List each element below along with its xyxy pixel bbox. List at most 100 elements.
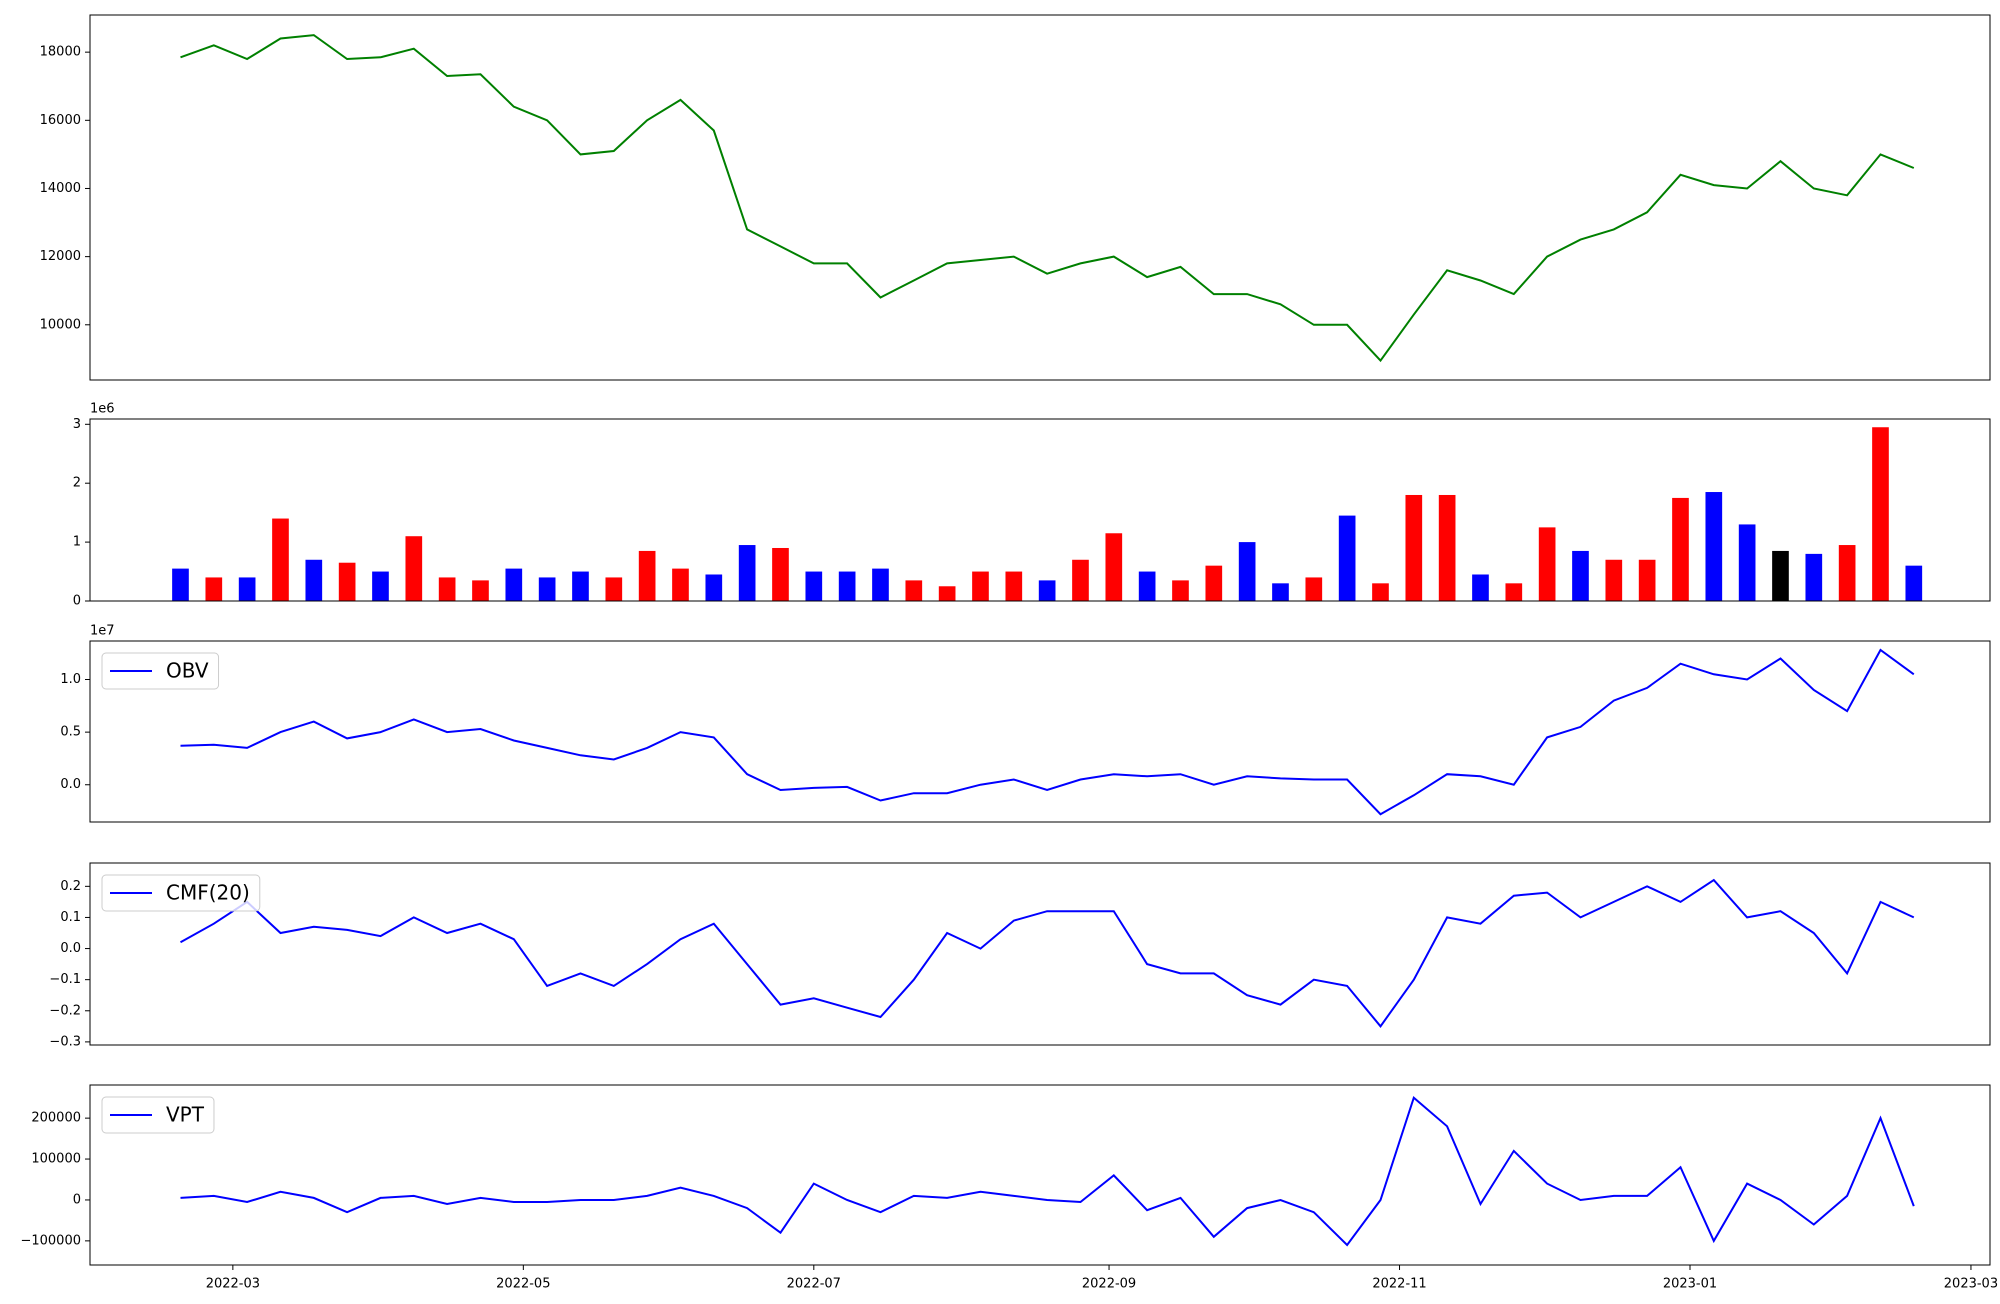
- y-tick-label: 0: [73, 1192, 81, 1207]
- y-tick-label: 0.0: [60, 941, 81, 956]
- bar: [172, 568, 189, 601]
- x-tick-label: 2023-03: [1944, 1277, 1998, 1292]
- panel: 0 1 2 3 1e6: [73, 402, 1991, 609]
- legend: OBV: [101, 652, 220, 690]
- y-tick-label: 0.5: [60, 725, 81, 740]
- bar: [1072, 559, 1089, 601]
- y-tick-label: 0.0: [60, 777, 81, 792]
- line: [180, 1095, 1915, 1247]
- bar: [272, 518, 289, 601]
- x-tick-label: 2022-03: [206, 1277, 260, 1292]
- bar: [772, 547, 789, 601]
- bar: [905, 580, 923, 601]
- bar: [1538, 527, 1556, 601]
- x-tick-label: 2022-09: [1082, 1277, 1136, 1292]
- legend-box: [101, 652, 220, 690]
- legend: CMF(20): [101, 874, 261, 912]
- axes-frame: [89, 1084, 1991, 1266]
- y-tick-label: 2: [73, 476, 81, 491]
- y-tick-label: 14000: [40, 181, 81, 196]
- bar: [238, 577, 256, 601]
- bar: [1772, 550, 1789, 601]
- legend-label: OBV: [166, 659, 209, 683]
- bar: [1438, 494, 1456, 601]
- bar: [1038, 580, 1056, 601]
- y-tick-label: 10000: [40, 317, 81, 332]
- y-tick-label: 0: [73, 594, 81, 609]
- bar: [638, 550, 656, 601]
- y-tick-label: 0.1: [60, 910, 81, 925]
- panel: −0.3 −0.2 −0.1 0.0 0.1 0.2 CMF(20): [49, 862, 1991, 1049]
- bar: [405, 536, 423, 601]
- bar: [572, 571, 589, 601]
- line: [180, 34, 1915, 363]
- bar: [1638, 559, 1656, 601]
- panel: −100000 0 100000 200000 2022-03 2022-05 2022-0…: [20, 1084, 1998, 1292]
- legend: VPT: [101, 1096, 215, 1134]
- bar: [1405, 494, 1423, 601]
- bar: [1138, 571, 1156, 601]
- bar: [372, 571, 389, 601]
- y-tick-label: −0.1: [49, 972, 81, 987]
- bar: [472, 580, 489, 601]
- legend-label: CMF(20): [166, 881, 250, 905]
- panel: 0.0 0.5 1.0 1e7 OBV: [60, 624, 1991, 823]
- x-tick-label: 2022-11: [1372, 1277, 1426, 1292]
- bar: [338, 562, 356, 601]
- bar: [305, 559, 323, 601]
- y-tick-label: 18000: [40, 45, 81, 60]
- bar: [1505, 583, 1523, 601]
- bar: [805, 571, 823, 601]
- offset-label: 1e7: [90, 624, 115, 639]
- bar: [438, 577, 456, 601]
- bar: [538, 577, 556, 601]
- bar: [1872, 427, 1889, 601]
- bar: [1238, 542, 1256, 601]
- bar: [1305, 577, 1323, 601]
- y-tick-label: 16000: [40, 113, 81, 128]
- y-tick-label: 1.0: [60, 672, 81, 687]
- y-tick-label: −0.2: [49, 1003, 81, 1018]
- bar: [1372, 583, 1389, 601]
- y-tick-label: 0.2: [60, 879, 81, 894]
- axes-frame: [89, 14, 1991, 381]
- bar: [1838, 545, 1856, 601]
- line: [180, 648, 1915, 816]
- bar: [1672, 497, 1689, 601]
- x-tick-label: 2023-01: [1663, 1277, 1717, 1292]
- bar: [1605, 559, 1623, 601]
- line: [180, 878, 1915, 1028]
- y-tick-label: −0.3: [49, 1034, 81, 1049]
- y-tick-label: 12000: [40, 249, 81, 264]
- bar: [1572, 550, 1589, 601]
- legend-box: [101, 874, 261, 912]
- legend-label: VPT: [166, 1103, 205, 1127]
- axes-frame: [89, 640, 1991, 823]
- bar: [1738, 524, 1756, 601]
- bar: [1005, 571, 1023, 601]
- bar: [1205, 565, 1223, 601]
- bar: [1272, 583, 1289, 601]
- bar: [838, 571, 856, 601]
- bar: [205, 577, 223, 601]
- bar: [738, 545, 756, 601]
- x-tick-label: 2022-07: [787, 1277, 841, 1292]
- x-tick-label: 2022-05: [496, 1277, 550, 1292]
- axes-frame: [89, 418, 1991, 602]
- y-tick-label: 100000: [31, 1152, 81, 1167]
- bar: [1105, 533, 1123, 601]
- y-tick-label: 1: [73, 535, 81, 550]
- bar: [1805, 553, 1823, 601]
- bar: [1905, 565, 1923, 601]
- bar: [1338, 515, 1356, 601]
- bar: [872, 568, 889, 601]
- bar: [505, 568, 523, 601]
- axes-frame: [89, 862, 1991, 1046]
- bar: [1472, 574, 1489, 601]
- offset-label: 1e6: [90, 402, 115, 417]
- y-tick-label: −100000: [20, 1233, 81, 1248]
- bar: [1172, 580, 1189, 601]
- legend-box: [101, 1096, 215, 1134]
- bar: [972, 571, 989, 601]
